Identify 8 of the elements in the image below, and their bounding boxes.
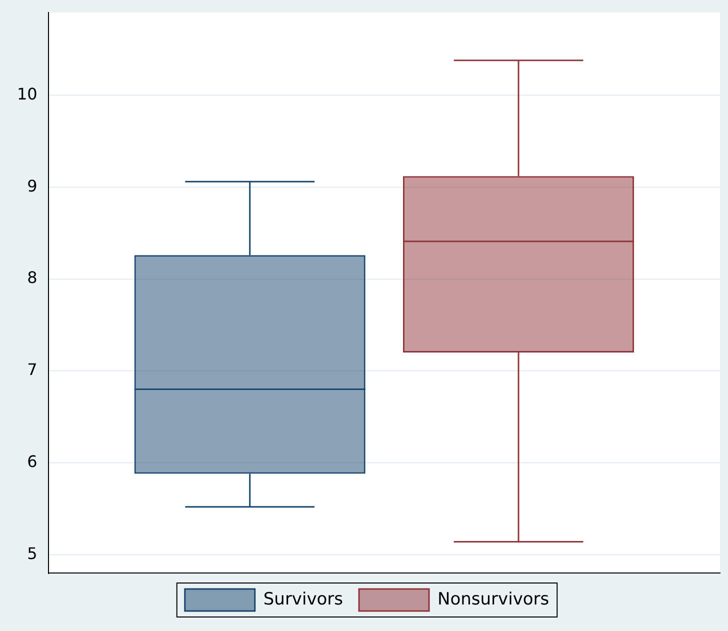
y-tick-label: 7: [27, 360, 38, 380]
legend-label: Nonsurvivors: [438, 589, 550, 610]
y-tick-label: 6: [27, 452, 38, 471]
y-tick-label: 5: [27, 544, 38, 563]
legend-label: Survivors: [263, 589, 344, 610]
y-tick-label: 8: [27, 268, 38, 288]
y-tick-label: 9: [27, 176, 38, 196]
y-tick-label: 10: [17, 84, 38, 104]
